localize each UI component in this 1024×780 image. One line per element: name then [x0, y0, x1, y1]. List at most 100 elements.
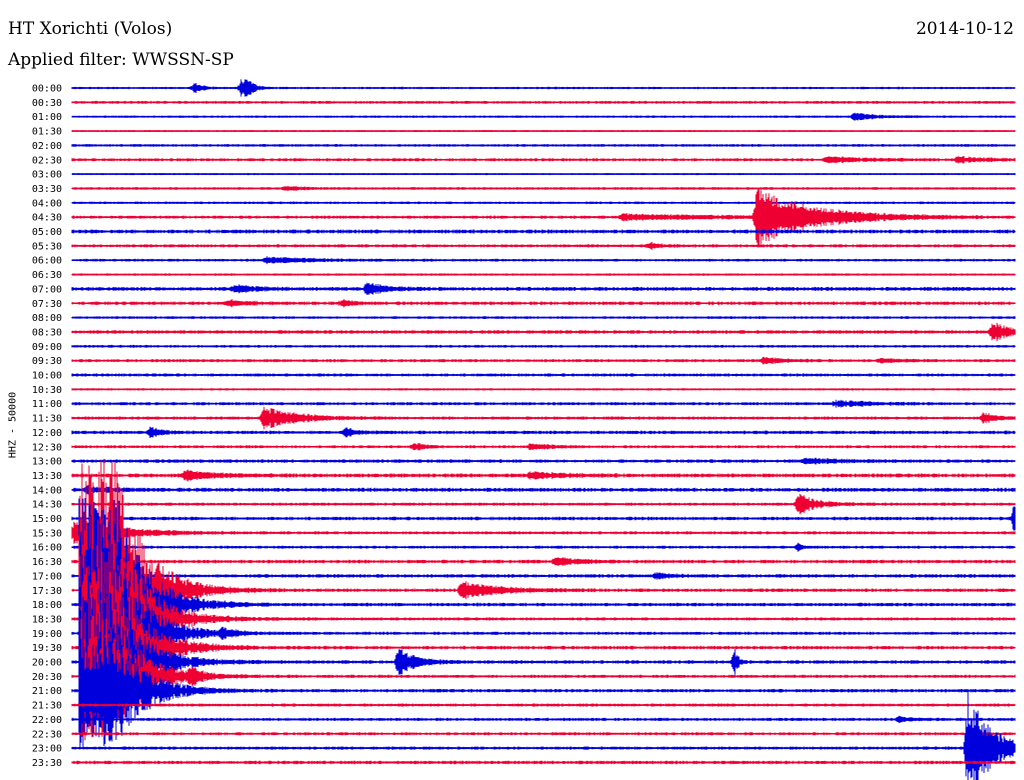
trace-1200 [71, 426, 1016, 438]
row-label-1800: 18:00 [32, 600, 62, 611]
trace-0600 [71, 256, 1016, 265]
row-label-0630: 06:30 [32, 270, 62, 281]
row-label-1530: 15:30 [32, 528, 62, 539]
row-label-0930: 09:30 [32, 356, 62, 367]
trace-0230 [71, 156, 1016, 164]
row-label-1400: 14:00 [32, 485, 62, 496]
trace-1830 [71, 516, 1016, 722]
trace-0730 [71, 299, 1016, 308]
trace-0900 [71, 344, 1016, 348]
row-label-2030: 20:30 [32, 672, 62, 683]
trace-2300 [71, 690, 1016, 780]
trace-1800 [71, 498, 1016, 712]
trace-0330 [71, 186, 1016, 191]
trace-0100 [71, 112, 1016, 121]
trace-0000 [71, 79, 1016, 97]
filter-label: Applied filter: WWSSN-SP [8, 50, 234, 70]
row-label-2130: 21:30 [32, 701, 62, 712]
row-labels: 00:00 00:30 01:00 01:30 02:00 02:30 03:00 03:30… [32, 84, 62, 769]
trace-1730 [71, 458, 1016, 722]
trace-2130 [71, 703, 1016, 707]
row-label-0400: 04:00 [32, 198, 62, 209]
row-label-0000: 00:00 [32, 84, 62, 95]
row-label-2000: 20:00 [32, 658, 62, 669]
trace-0400 [71, 201, 1016, 205]
trace-2000 [71, 591, 1016, 733]
trace-0630 [71, 273, 1016, 276]
row-label-0330: 03:30 [32, 184, 62, 195]
row-label-0100: 01:00 [32, 112, 62, 123]
row-label-0730: 07:30 [32, 299, 62, 310]
row-label-1200: 12:00 [32, 428, 62, 439]
row-label-1600: 16:00 [32, 543, 62, 554]
trace-2200 [71, 715, 1016, 723]
row-label-0300: 03:00 [32, 170, 62, 181]
row-label-1730: 17:30 [32, 586, 62, 597]
row-label-0130: 01:30 [32, 127, 62, 138]
row-label-1900: 19:00 [32, 629, 62, 640]
trace-0430 [71, 188, 1016, 247]
trace-0830 [71, 322, 1016, 341]
trace-0300 [71, 173, 1016, 176]
row-label-0530: 05:30 [32, 241, 62, 252]
row-label-1930: 19:30 [32, 643, 62, 654]
trace-1030 [71, 388, 1016, 391]
trace-0130 [71, 130, 1016, 132]
trace-2330 [71, 760, 1016, 765]
row-label-1000: 10:00 [32, 371, 62, 382]
trace-0530 [71, 241, 1016, 250]
row-label-1700: 17:00 [32, 571, 62, 582]
trace-1600 [71, 542, 1016, 552]
row-label-0430: 04:30 [32, 213, 62, 224]
row-label-1100: 11:00 [32, 399, 62, 410]
row-label-2200: 22:00 [32, 715, 62, 726]
traces [71, 79, 1016, 780]
row-label-1130: 11:30 [32, 414, 62, 425]
row-label-2100: 21:00 [32, 686, 62, 697]
trace-1300 [71, 457, 1016, 465]
row-label-1030: 10:30 [32, 385, 62, 396]
trace-1700 [71, 572, 1016, 580]
row-label-2230: 22:30 [32, 729, 62, 740]
trace-1530 [71, 518, 1016, 548]
trace-0500 [71, 229, 1016, 234]
trace-1130 [71, 406, 1016, 430]
trace-0930 [71, 356, 1016, 365]
row-label-0030: 00:30 [32, 98, 62, 109]
trace-2100 [71, 634, 1016, 748]
trace-0030 [71, 100, 1016, 104]
trace-0200 [71, 144, 1016, 147]
row-label-0900: 09:00 [32, 342, 62, 353]
row-label-2330: 23:30 [32, 758, 62, 769]
row-label-1630: 16:30 [32, 557, 62, 568]
trace-1930 [71, 566, 1016, 729]
trace-1230 [71, 443, 1016, 451]
row-label-0200: 02:00 [32, 141, 62, 152]
row-label-1330: 13:30 [32, 471, 62, 482]
station-title: HT Xorichti (Volos) [8, 19, 173, 39]
trace-1400 [71, 485, 1016, 495]
trace-1500 [71, 506, 1016, 531]
trace-2230 [71, 732, 1016, 736]
trace-1000 [71, 373, 1016, 377]
trace-0800 [71, 316, 1016, 319]
row-label-1500: 15:00 [32, 514, 62, 525]
row-label-0830: 08:30 [32, 327, 62, 338]
row-label-1430: 14:30 [32, 500, 62, 511]
row-label-1830: 18:30 [32, 614, 62, 625]
trace-1100 [71, 399, 1016, 408]
trace-2030 [71, 612, 1016, 741]
trace-1430 [71, 494, 1016, 515]
row-label-2300: 23:00 [32, 744, 62, 755]
row-label-0600: 06:00 [32, 256, 62, 267]
row-label-0500: 05:00 [32, 227, 62, 238]
row-label-1230: 12:30 [32, 442, 62, 453]
trace-1630 [71, 557, 1016, 566]
row-label-0230: 02:30 [32, 155, 62, 166]
trace-0700 [71, 282, 1016, 295]
date-label: 2014-10-12 [915, 19, 1014, 39]
row-label-1300: 13:00 [32, 457, 62, 468]
row-label-0700: 07:00 [32, 284, 62, 295]
trace-1900 [71, 541, 1016, 725]
